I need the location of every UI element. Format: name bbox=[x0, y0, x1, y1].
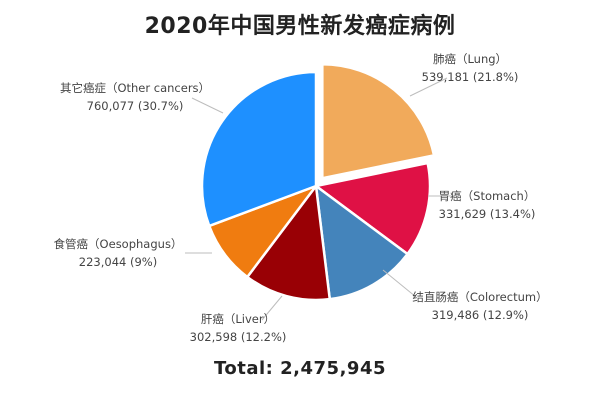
slice-category-label: 其它癌症（Other cancers） bbox=[60, 81, 210, 95]
leader-line bbox=[382, 269, 417, 298]
total-label: Total: 2,475,945 bbox=[214, 358, 386, 379]
slice-category-label: 食管癌（Oesophagus） bbox=[54, 237, 183, 251]
slice-category-label: 肝癌（Liver） bbox=[201, 312, 275, 326]
slice-value-label: 331,629 (13.4%) bbox=[439, 207, 536, 221]
leader-line bbox=[261, 295, 283, 321]
leader-line bbox=[191, 97, 224, 114]
pie-slice bbox=[321, 62, 436, 180]
slice-value-label: 319,486 (12.9%) bbox=[432, 308, 529, 322]
slice-value-label: 302,598 (12.2%) bbox=[190, 330, 287, 344]
slice-value-label: 539,181 (21.8%) bbox=[422, 70, 519, 84]
pie-slice bbox=[245, 182, 332, 302]
slice-category-label: 肺癌（Lung） bbox=[433, 52, 507, 66]
slice-category-label: 胃癌（Stomach） bbox=[439, 189, 536, 203]
slice-category-label: 结直肠癌（Colorectum） bbox=[412, 290, 547, 304]
slice-value-label: 223,044 (9%) bbox=[79, 255, 157, 269]
chart-title: 2020年中国男性新发癌症病例 bbox=[144, 14, 456, 39]
leader-line bbox=[409, 77, 448, 97]
pie-slice bbox=[313, 161, 432, 256]
slice-value-label: 760,077 (30.7%) bbox=[87, 99, 184, 113]
pie-slice bbox=[200, 70, 318, 228]
